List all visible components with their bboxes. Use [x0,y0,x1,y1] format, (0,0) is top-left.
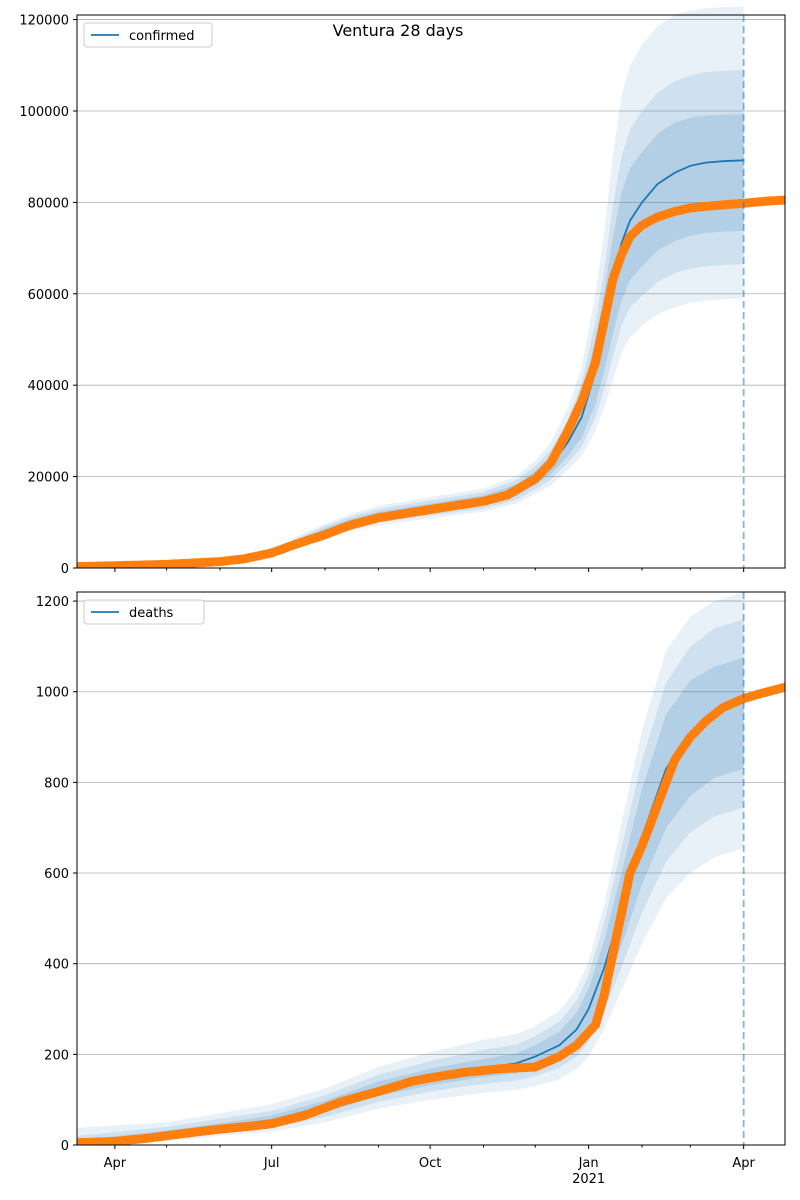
x-tick-sublabel: 2021 [572,1172,605,1187]
y-tick-label: 1000 [36,686,69,701]
legend: confirmed [83,22,213,48]
y-tick-label: 600 [44,867,69,882]
legend: deaths [83,599,205,625]
band-inner [77,114,744,567]
x-tick-label: Apr [104,1156,127,1171]
y-tick-label: 800 [44,776,69,791]
y-tick-label: 40000 [28,379,69,394]
band-inner [77,657,744,1144]
band-outer [77,592,744,1145]
observed-points [77,682,785,1145]
y-tick-label: 120000 [19,14,69,29]
legend-label: deaths [129,606,174,621]
observed-point [780,195,785,205]
confirmed-panel: 0 20000 40000 60000 80000 100000 120000 confirm… [19,6,786,577]
chart-title: Ventura 28 days [333,21,464,40]
legend-box [83,22,213,48]
y-tick-label: 200 [44,1048,69,1063]
band-mid [77,619,744,1145]
observed-point [780,682,785,692]
x-tick-label: Jan [578,1156,599,1171]
y-tick-label: 80000 [28,196,69,211]
observed-points [77,195,785,568]
x-tick-label: Apr [732,1156,755,1171]
y-tick-label: 0 [61,562,69,577]
x-tick-label: Oct [419,1156,441,1171]
legend-label: confirmed [129,29,195,44]
y-tick-label: 400 [44,958,69,973]
band-mid [77,69,744,567]
legend-box [83,599,205,625]
y-tick-label: 100000 [19,105,69,120]
axes-frame [76,591,786,1146]
y-tick-label: 1200 [36,595,69,610]
x-tick-label: Jul [263,1156,280,1171]
axes-frame [76,14,786,569]
y-tick-label: 20000 [28,471,69,486]
y-tick-label: 60000 [28,288,69,303]
y-tick-label: 0 [61,1139,69,1154]
